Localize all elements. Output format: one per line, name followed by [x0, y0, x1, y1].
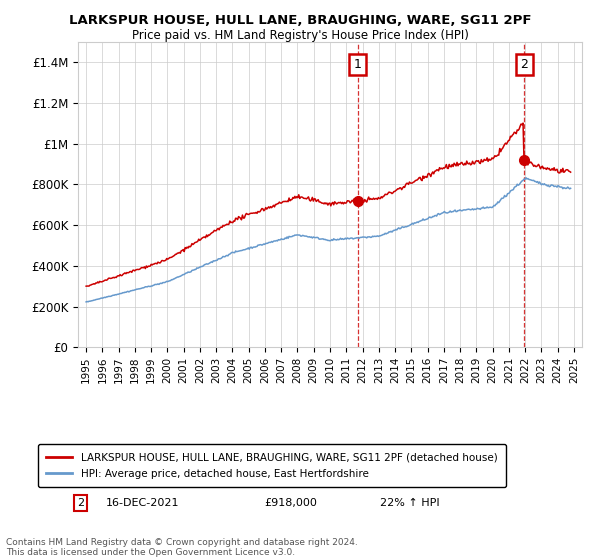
Text: 51% ↑ HPI: 51% ↑ HPI [380, 470, 440, 480]
Text: 2: 2 [77, 498, 84, 508]
Text: 2: 2 [521, 58, 529, 71]
Legend: LARKSPUR HOUSE, HULL LANE, BRAUGHING, WARE, SG11 2PF (detached house), HPI: Aver: LARKSPUR HOUSE, HULL LANE, BRAUGHING, WA… [38, 444, 506, 487]
Text: 16-DEC-2021: 16-DEC-2021 [106, 498, 179, 508]
Text: LARKSPUR HOUSE, HULL LANE, BRAUGHING, WARE, SG11 2PF: LARKSPUR HOUSE, HULL LANE, BRAUGHING, WA… [69, 14, 531, 27]
Text: Price paid vs. HM Land Registry's House Price Index (HPI): Price paid vs. HM Land Registry's House … [131, 29, 469, 42]
Text: Contains HM Land Registry data © Crown copyright and database right 2024.
This d: Contains HM Land Registry data © Crown c… [6, 538, 358, 557]
Text: 16-SEP-2011: 16-SEP-2011 [106, 470, 176, 480]
Text: 22% ↑ HPI: 22% ↑ HPI [380, 498, 440, 508]
Text: 1: 1 [77, 470, 84, 480]
Text: £720,000: £720,000 [265, 470, 317, 480]
Text: £918,000: £918,000 [265, 498, 317, 508]
Text: 1: 1 [354, 58, 362, 71]
